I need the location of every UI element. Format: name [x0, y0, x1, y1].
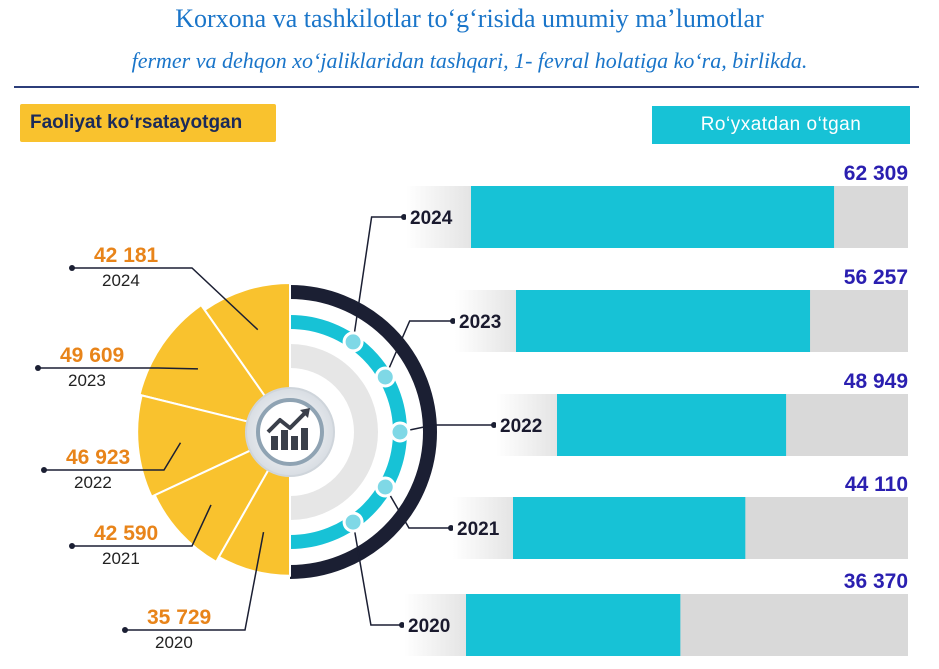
bar-connector — [384, 320, 455, 378]
bar-registered — [516, 290, 811, 352]
year-tab — [455, 290, 516, 352]
pie-slice-active — [138, 303, 293, 434]
connector-dot — [69, 543, 75, 549]
bar-registered — [513, 497, 746, 559]
page-title: Korxona va tashkilotlar to‘g‘risida umum… — [175, 4, 764, 33]
year-tab — [404, 594, 466, 656]
pie-value-label: 46 923 — [66, 446, 130, 469]
pie-connector — [44, 442, 182, 471]
bar-registered — [557, 394, 787, 456]
connector-dot — [401, 214, 407, 220]
connector-dot — [41, 467, 47, 473]
bar-registered — [466, 594, 681, 656]
bar-value-label: 56 257 — [844, 266, 908, 289]
legend-registered-badge: Ro‘yxatdan o‘tgan — [652, 106, 910, 144]
year-tab — [406, 186, 471, 248]
bar-year-label: 2021 — [457, 519, 500, 540]
pie-connector — [38, 367, 198, 370]
page-subtitle: fermer va dehqon xo‘jaliklaridan tashqar… — [131, 48, 808, 73]
connector-dot — [35, 365, 41, 371]
pie-connector — [72, 267, 259, 331]
ring-marker — [342, 331, 364, 353]
pie-value-label: 49 609 — [60, 344, 124, 367]
title-divider — [14, 86, 919, 88]
pie-slice-active — [136, 394, 293, 499]
bar-year-label: 2020 — [408, 616, 450, 637]
year-tab — [453, 497, 513, 559]
pie-connector — [125, 531, 265, 631]
bar-connector — [352, 216, 406, 343]
connector-dot — [491, 422, 497, 428]
bar-value-label: 44 110 — [845, 473, 908, 496]
pie-year-label: 2022 — [74, 473, 112, 492]
connector-dot — [399, 622, 405, 628]
center-badge — [245, 387, 335, 477]
ring-marker — [374, 476, 396, 498]
bar-connector — [352, 521, 404, 626]
pie-year-label: 2023 — [68, 371, 106, 390]
ring-marker — [389, 421, 411, 443]
bar-connector — [399, 424, 496, 433]
pie-year-label: 2024 — [102, 271, 140, 290]
pie-value-label: 42 181 — [94, 244, 159, 267]
bar-value-label: 62 309 — [844, 162, 908, 185]
bar-value-label: 36 370 — [844, 570, 908, 593]
ring-marker — [342, 511, 364, 533]
pie-year-label: 2021 — [102, 549, 140, 568]
bar-year-label: 2024 — [410, 208, 453, 229]
pie-slice-active — [153, 429, 293, 564]
bar-year-label: 2023 — [459, 312, 501, 333]
pie-connector — [72, 504, 212, 547]
pie-value-label: 42 590 — [94, 522, 158, 545]
pie-year-label: 2020 — [155, 633, 193, 652]
pie-value-label: 35 729 — [147, 606, 211, 629]
connector-dot — [450, 318, 456, 324]
bar-year-label: 2022 — [500, 416, 542, 437]
ring-marker — [374, 366, 396, 388]
bar-connector — [384, 486, 453, 529]
connector-dot — [122, 627, 128, 633]
bar-registered — [471, 186, 835, 248]
connector-dot — [69, 265, 75, 271]
bar-value-label: 48 949 — [844, 370, 908, 393]
chart-growth-icon — [266, 408, 310, 450]
connector-dot — [448, 525, 454, 531]
year-tab — [496, 394, 557, 456]
legend-active-badge: Faoliyat ko‘rsatayotgan — [20, 104, 276, 142]
